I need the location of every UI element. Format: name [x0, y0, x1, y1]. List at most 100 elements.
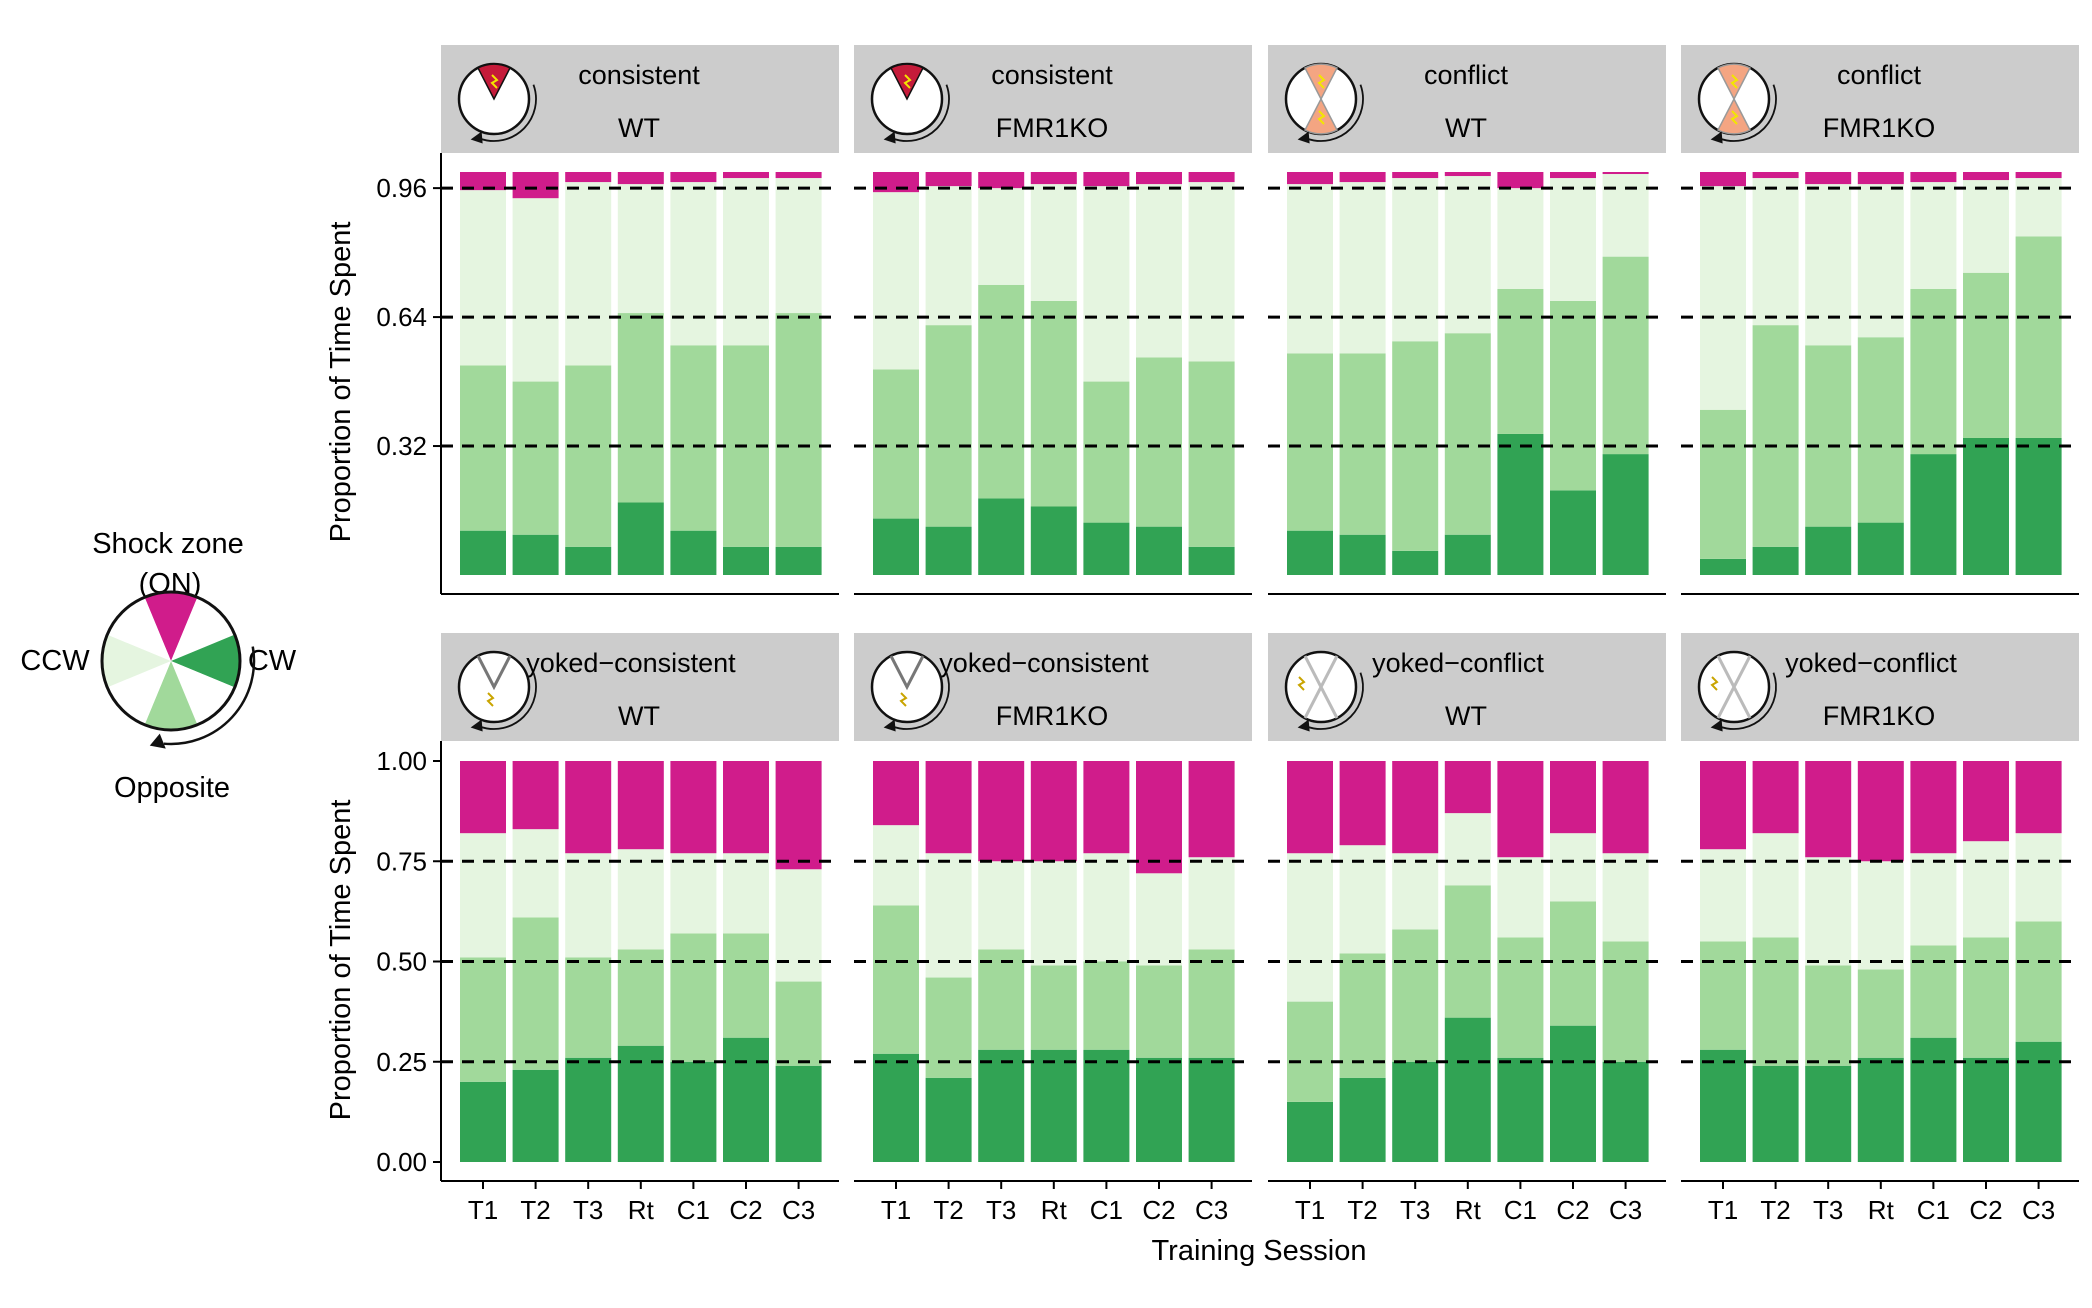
bar-segment-ccw — [1392, 178, 1439, 342]
bar-segment-opposite — [670, 933, 717, 1062]
bar-segment-opposite — [1752, 325, 1799, 547]
bar-segment-opposite — [512, 381, 559, 535]
panel-1-3: conflict WT — [1268, 45, 1666, 595]
bar-segment-shock — [1497, 761, 1544, 858]
bar-group — [1700, 172, 2062, 575]
arrowhead-icon — [470, 719, 483, 732]
bar-segment-shock — [1805, 172, 1852, 185]
bar-segment-cw — [1910, 454, 1957, 575]
bar-segment-cw — [670, 530, 717, 575]
bar-segment-opposite — [723, 933, 769, 1038]
x-tick-label: T2 — [520, 1195, 550, 1225]
x-tick-label: C2 — [1556, 1195, 1589, 1225]
bar-segment-opposite — [1700, 941, 1746, 1050]
bar-segment-ccw — [1083, 186, 1130, 382]
bar-segment-shock — [1497, 172, 1544, 189]
bar-segment-ccw — [1392, 853, 1439, 930]
bar-segment-opposite — [1910, 288, 1957, 455]
facet-label-genotype: WT — [618, 113, 660, 143]
arrowhead-icon — [883, 719, 896, 732]
bar-segment-ccw — [925, 853, 972, 978]
facet-label-genotype: FMR1KO — [1823, 701, 1936, 731]
bar-segment-opposite — [1339, 353, 1386, 535]
bar-segment-opposite — [1497, 288, 1544, 434]
bar-segment-cw — [1857, 522, 1904, 575]
bar-segment-cw — [460, 1081, 506, 1162]
bar-segment-ccw — [460, 833, 506, 958]
x-tick-label: C1 — [1917, 1195, 1950, 1225]
bar-segment-shock — [1857, 761, 1904, 862]
bar-segment-cw — [1392, 550, 1439, 575]
bar-segment-opposite — [1805, 965, 1852, 1066]
bar-segment-ccw — [873, 192, 919, 370]
lightning-bolt-icon — [1730, 74, 1739, 89]
bar-segment-shock — [1392, 761, 1439, 854]
bar-segment-shock — [1444, 761, 1491, 814]
bar-segment-cw — [565, 1057, 612, 1162]
bar-segment-opposite — [1550, 901, 1596, 1026]
x-tick-label: C3 — [2022, 1195, 2055, 1225]
bar-segment-shock — [1287, 172, 1333, 185]
shock-zone-legend: Shock zone (ON) CCW CW Opposite — [20, 528, 296, 804]
bar-segment-ccw — [1963, 841, 2009, 938]
y-axis-row-2: 0.00 0.25 0.50 0.75 1.00 — [376, 741, 442, 1181]
x-tick-label: T3 — [1400, 1195, 1430, 1225]
bar-segment-cw — [978, 498, 1025, 575]
bar-segment-opposite — [565, 365, 612, 547]
bar-segment-cw — [1444, 1017, 1491, 1162]
facet-grid: 0.32 0.64 0.96 consistent WT consistent FMR1KO… — [376, 45, 2079, 1225]
lightning-bolt-icon — [1710, 676, 1719, 691]
bar-segment-cw — [723, 546, 769, 575]
bar-segment-opposite — [1287, 1001, 1333, 1102]
bar-segment-cw — [723, 1037, 769, 1162]
bar-segment-shock — [978, 761, 1025, 862]
bar-segment-ccw — [670, 853, 717, 934]
bar-segment-ccw — [1030, 184, 1077, 301]
bar-segment-shock — [1136, 172, 1182, 185]
bar-segment-cw — [1752, 1065, 1799, 1162]
lightning-bolt-icon — [490, 74, 499, 89]
arrowhead-icon — [1297, 131, 1310, 144]
shock-zone-outline-icon — [889, 655, 925, 691]
bar-segment-opposite — [670, 345, 717, 531]
bar-segment-shock — [460, 172, 506, 191]
legend-slice-opposite — [144, 661, 198, 730]
bar-segment-cw — [1910, 1037, 1957, 1162]
bar-segment-cw — [2015, 1041, 2062, 1162]
bar-segment-ccw — [978, 188, 1025, 285]
bar-segment-opposite — [1550, 300, 1596, 491]
x-tick-label: Rt — [1041, 1195, 1068, 1225]
bar-segment-ccw — [670, 182, 717, 346]
bar-segment-shock — [1083, 761, 1130, 854]
bar-segment-ccw — [1030, 861, 1077, 966]
facet-label-genotype: WT — [1445, 113, 1487, 143]
y-axis-row-1: 0.32 0.64 0.96 — [376, 153, 442, 594]
bar-segment-shock — [1910, 761, 1957, 854]
bar-segment-shock — [1700, 761, 1746, 850]
bar-segment-ccw — [565, 853, 612, 958]
bar-segment-cw — [617, 1045, 664, 1162]
bar-segment-ccw — [1700, 186, 1746, 410]
bar-segment-cw — [1497, 1057, 1544, 1162]
bar-segment-cw — [1287, 1101, 1333, 1162]
bar-segment-cw — [617, 502, 664, 575]
bar-segment-ccw — [1550, 178, 1596, 301]
bar-segment-cw — [1700, 1049, 1746, 1162]
bar-segment-shock — [565, 172, 612, 183]
lightning-bolt-icon — [899, 692, 908, 707]
panel-2-2: yoked−consistent FMR1KO T1 T2 T3 Rt C1 C2 C3 — [854, 633, 1252, 1225]
bar-segment-ccw — [1136, 184, 1182, 358]
legend-rotation-arrow — [163, 646, 256, 746]
bar-segment-shock — [1188, 172, 1235, 183]
y-axis-title-top: Proportion of Time Spent — [325, 222, 357, 543]
bar-segment-opposite — [1963, 937, 2009, 1058]
bar-segment-ccw — [1752, 833, 1799, 938]
rotation-arrow-icon — [479, 672, 537, 730]
bar-segment-opposite — [978, 284, 1025, 499]
bar-segment-cw — [1805, 526, 1852, 575]
bar-segment-shock — [565, 761, 612, 854]
x-tick-label: C2 — [729, 1195, 762, 1225]
bar-segment-ccw — [775, 869, 822, 982]
bar-segment-opposite — [1857, 337, 1904, 523]
bar-segment-cw — [1339, 1077, 1386, 1162]
